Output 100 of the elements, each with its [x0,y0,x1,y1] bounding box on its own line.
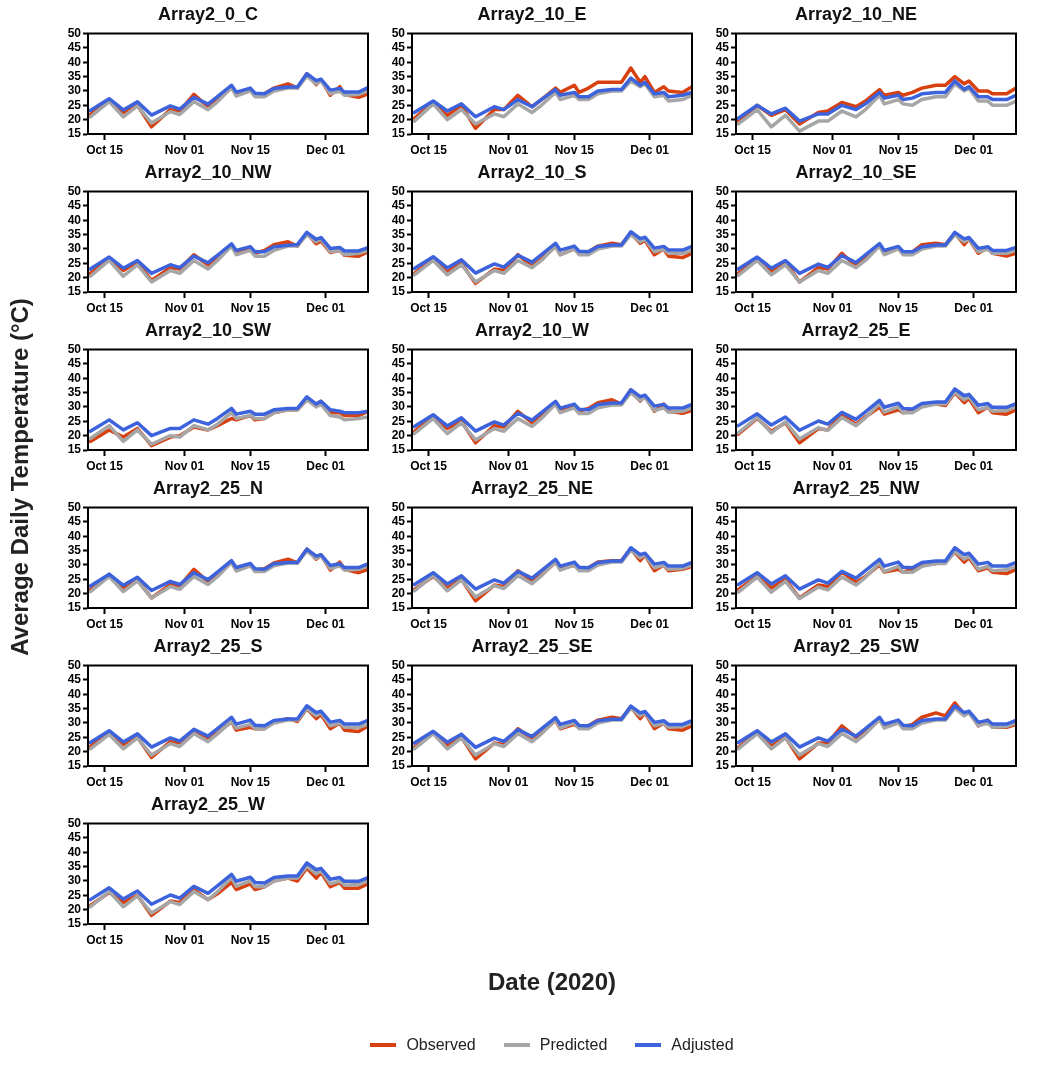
y-tick-label: 25 [715,97,730,112]
y-tick-label: 15 [715,126,730,141]
y-tick-label: 20 [67,427,82,442]
x-tick-label: Nov 01 [488,616,529,631]
legend-label: Predicted [539,1036,608,1054]
x-tick-label: Nov 15 [878,616,919,631]
y-tick-label: 45 [67,198,82,213]
x-tick-label: Oct 15 [86,142,124,157]
chart-title: Array2_25_NW [792,477,920,498]
y-tick-label: 45 [715,198,730,213]
x-tick-label: Oct 15 [86,774,124,789]
y-tick-label: 30 [391,715,406,730]
x-tick-label: Dec 01 [630,616,670,631]
y-tick-label: 45 [391,198,406,213]
x-tick-label: Nov 01 [164,774,205,789]
legend-label: Adjusted [671,1036,734,1054]
y-tick-label: 25 [715,571,730,586]
y-tick-label: 45 [391,40,406,55]
y-tick-label: 15 [391,442,406,457]
y-tick-label: 50 [715,499,730,514]
chart-title: Array2_10_SW [144,319,272,340]
chart-title: Array2_25_SW [792,635,920,656]
y-tick-label: 20 [67,269,82,284]
y-tick-label: 40 [67,212,82,227]
y-tick-label: 40 [391,212,406,227]
x-tick-label: Nov 15 [554,616,595,631]
y-tick-label: 50 [67,25,82,40]
x-tick-label: Nov 15 [230,932,271,947]
y-tick-label: 15 [67,126,82,141]
y-tick-label: 20 [67,585,82,600]
y-tick-label: 25 [715,255,730,270]
y-tick-label: 20 [391,111,406,126]
y-tick-label: 40 [715,54,730,69]
x-tick-label: Nov 01 [812,774,853,789]
y-axis-title: Average Daily Temperature (°C) [6,297,34,658]
x-tick-label: Nov 01 [164,932,205,947]
x-tick-label: Dec 01 [306,932,346,947]
x-tick-label: Nov 15 [230,142,271,157]
y-tick-label: 35 [67,858,82,873]
x-tick-label: Dec 01 [306,458,346,473]
x-tick-label: Nov 01 [164,616,205,631]
x-tick-label: Nov 01 [164,142,205,157]
y-tick-label: 20 [67,743,82,758]
y-tick-label: 45 [67,514,82,529]
y-tick-label: 45 [391,356,406,371]
x-tick-label: Nov 15 [230,774,271,789]
y-tick-label: 20 [391,585,406,600]
x-tick-label: Nov 01 [488,458,529,473]
y-tick-label: 25 [67,571,82,586]
y-tick-label: 50 [67,657,82,672]
x-tick-label: Dec 01 [306,616,346,631]
x-tick-label: Dec 01 [630,300,670,315]
x-tick-label: Nov 15 [230,300,271,315]
x-tick-label: Dec 01 [630,142,670,157]
x-tick-label: Nov 15 [878,774,919,789]
x-tick-label: Dec 01 [954,142,994,157]
chart-title: Array2_10_NE [794,3,918,24]
y-tick-label: 45 [715,356,730,371]
legend-label: Observed [406,1036,476,1054]
y-tick-label: 50 [67,341,82,356]
y-tick-label: 30 [715,83,730,98]
x-axis-title: Date (2020) [486,968,618,996]
y-tick-label: 25 [391,97,406,112]
y-tick-label: 25 [67,887,82,902]
y-tick-label: 30 [391,399,406,414]
y-tick-label: 15 [715,442,730,457]
y-tick-label: 30 [715,715,730,730]
y-tick-label: 40 [715,686,730,701]
x-tick-label: Dec 01 [954,458,994,473]
chart-title: Array2_25_NE [470,477,594,498]
y-tick-label: 35 [715,68,730,83]
y-tick-label: 35 [67,384,82,399]
x-tick-label: Nov 01 [812,142,853,157]
y-tick-label: 50 [67,499,82,514]
y-tick-label: 35 [715,384,730,399]
y-tick-label: 40 [715,370,730,385]
x-tick-label: Nov 01 [164,300,205,315]
y-tick-label: 30 [715,399,730,414]
chart-title: Array2_0_C [157,3,259,24]
x-tick-label: Nov 01 [164,458,205,473]
x-tick-label: Dec 01 [954,616,994,631]
y-tick-label: 45 [67,40,82,55]
chart-title: Array2_10_S [477,161,587,182]
x-tick-label: Nov 15 [878,142,919,157]
y-tick-label: 20 [715,427,730,442]
x-tick-label: Oct 15 [410,458,448,473]
y-tick-label: 50 [67,815,82,830]
y-tick-label: 40 [67,844,82,859]
y-tick-label: 30 [391,241,406,256]
y-tick-label: 15 [715,284,730,299]
y-tick-label: 45 [391,514,406,529]
x-tick-label: Oct 15 [734,774,772,789]
x-tick-label: Oct 15 [734,142,772,157]
y-tick-label: 35 [67,68,82,83]
y-tick-label: 50 [391,499,406,514]
chart-title: Array2_25_E [801,319,911,340]
y-tick-label: 15 [391,284,406,299]
x-tick-label: Oct 15 [86,932,124,947]
x-tick-label: Oct 15 [410,300,448,315]
x-tick-label: Dec 01 [630,774,670,789]
